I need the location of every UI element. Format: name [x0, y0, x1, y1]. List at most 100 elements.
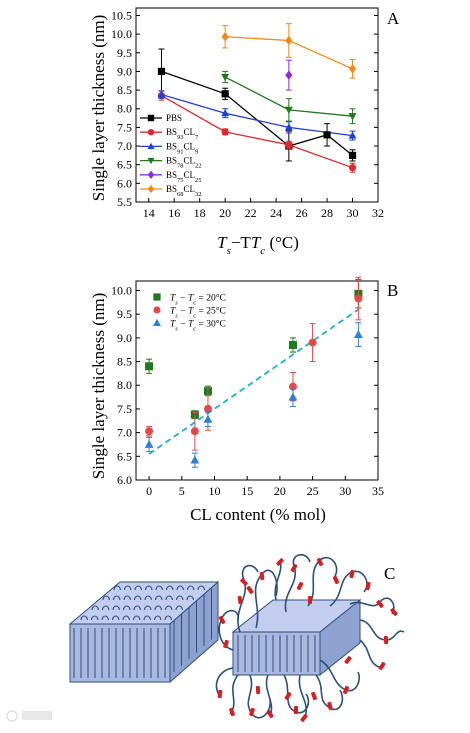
legend-marker: [147, 157, 155, 165]
x-tick-label: 0: [146, 484, 152, 498]
chain-fold: [143, 615, 151, 621]
comonomer-defect: [365, 581, 371, 591]
chain-fold: [154, 605, 162, 611]
comonomer-defect: [307, 595, 313, 605]
comonomer-defect: [376, 600, 384, 608]
x-tick-label: 35: [372, 484, 384, 498]
data-point-BS93CL7: [221, 128, 229, 136]
legend-marker: [153, 318, 161, 327]
data-point-t25: [308, 338, 317, 347]
y-tick-label: 10.0: [111, 27, 132, 41]
chain-fold: [91, 605, 99, 611]
x-label-t: T: [217, 233, 228, 252]
y-tick-label: 9.5: [117, 46, 132, 60]
comonomer-defect: [218, 615, 226, 625]
panel-a-ticks: 14 16 18 20 22 24 26 28 30 32 5.5 6.0 6.5 7.0 7.5 8.0 8.…: [111, 8, 384, 220]
legend-label-BS91CL9: BS91CL9: [166, 141, 198, 155]
data-point-BS78CL22: [221, 73, 230, 82]
x-label-t2: T: [251, 233, 262, 252]
panel-b-legend: Ts − Tc = 20°CTs − Tc = 25°CTs − Tc = 30…: [153, 293, 226, 332]
chain-fold: [111, 615, 120, 621]
chain-fold: [134, 585, 142, 591]
lamella-block-copolymer: [215, 554, 405, 722]
comonomer-defect: [229, 707, 235, 717]
comonomer-defect: [259, 571, 265, 581]
y-tick-label: 6.5: [117, 158, 132, 172]
legend-marker: [147, 184, 155, 194]
data-point-BS78CL22: [348, 113, 357, 121]
panel-a-legend: PBS BS93CL7BS91CL9BS78CL22BS75CL25BS68CL3…: [140, 113, 202, 198]
comonomer-defect: [276, 558, 284, 566]
comonomer-defect: [349, 569, 355, 579]
data-point-BS91CL9: [348, 131, 357, 139]
data-point-t20: [288, 340, 297, 349]
chain-fold: [176, 585, 184, 591]
data-point-BS93CL7: [348, 164, 357, 172]
chain-fold: [102, 595, 110, 601]
panel-a: 14 16 18 20 22 24 26 28 30 32 5.5 6.0 6.5 7.0 7.5 8.0 8.…: [89, 7, 400, 257]
x-tick-label: 20: [274, 484, 286, 498]
y-tick-label: 7.5: [117, 120, 132, 134]
x-tick-label: 24: [270, 206, 282, 220]
panel-a-series-markers: [157, 23, 357, 173]
comonomer-defect: [255, 685, 261, 695]
legend-label-BS75CL25: BS75CL25: [166, 170, 202, 184]
comonomer-defect: [249, 707, 255, 717]
x-tick-label: 32: [372, 206, 384, 220]
x-tick-label: 22: [245, 206, 257, 220]
y-tick-label: 8.5: [117, 83, 132, 97]
lamella-block-neat: [68, 580, 220, 684]
x-label-sub-s: s: [227, 245, 231, 257]
panel-b-x-axis-label: CL content (% mol): [190, 505, 326, 524]
panel-b: 0 5 10 15 20 25 30 35 6.0 6.5 7.0 7.5 8.0 8.5 9.0 9.5 10…: [89, 276, 398, 524]
data-point-BS91CL9: [221, 109, 230, 117]
legend-label-PBS: PBS: [166, 113, 182, 123]
comonomer-defect: [383, 635, 389, 645]
x-tick-label: 26: [296, 206, 308, 220]
chain-fold: [154, 595, 163, 601]
legend-label-t20: Ts − Tc = 20°C: [170, 293, 226, 307]
y-tick-label: 8.0: [117, 102, 132, 116]
y-tick-label: 6.0: [117, 473, 132, 487]
data-point-t30: [144, 439, 154, 448]
comonomer-defect: [342, 685, 350, 695]
data-point-PBS: [323, 131, 331, 139]
comonomer-defect: [290, 563, 298, 573]
x-label-unit: (°C): [265, 233, 299, 252]
data-point-BS68CL32: [285, 35, 293, 46]
x-tick-label: 5: [179, 484, 185, 498]
chain-fold: [90, 615, 99, 621]
chain-fold: [143, 605, 152, 611]
y-tick-label: 7.0: [117, 426, 132, 440]
chain-fold: [165, 595, 173, 601]
chain-fold: [144, 585, 153, 591]
data-point-PBS: [348, 151, 357, 159]
panel-b-label: B: [387, 281, 398, 300]
series-line-BS91CL9: [161, 93, 353, 137]
chain-stems-copolymer: [237, 635, 316, 672]
data-point-BS68CL32: [221, 32, 229, 42]
comonomer-defect: [293, 705, 299, 715]
comonomer-defect: [237, 595, 243, 605]
data-point-BS68CL32: [348, 64, 357, 74]
panel-a-plot-frame: [135, 7, 379, 203]
x-tick-label: 14: [143, 206, 155, 220]
data-point-PBS: [157, 67, 166, 76]
y-tick-label: 10.5: [111, 8, 132, 22]
x-tick-label: 10: [208, 484, 220, 498]
x-tick-label: 16: [168, 206, 180, 220]
legend-marker: [147, 114, 155, 122]
panel-a-y-axis-label: Single layer thickness (nm): [89, 15, 108, 202]
y-tick-label: 9.0: [117, 64, 132, 78]
y-tick-label: 7.5: [117, 402, 132, 416]
x-tick-label: 18: [194, 206, 206, 220]
panel-c-schematic: C: [68, 554, 405, 722]
chain-fold: [122, 615, 130, 621]
y-tick-label: 6.0: [117, 176, 132, 190]
chain-fold: [186, 595, 194, 601]
y-tick-label: 9.0: [117, 331, 132, 345]
chain-folds-regular: [80, 585, 205, 621]
comonomer-defect: [344, 656, 352, 664]
panel-b-fit-line: [148, 308, 359, 455]
